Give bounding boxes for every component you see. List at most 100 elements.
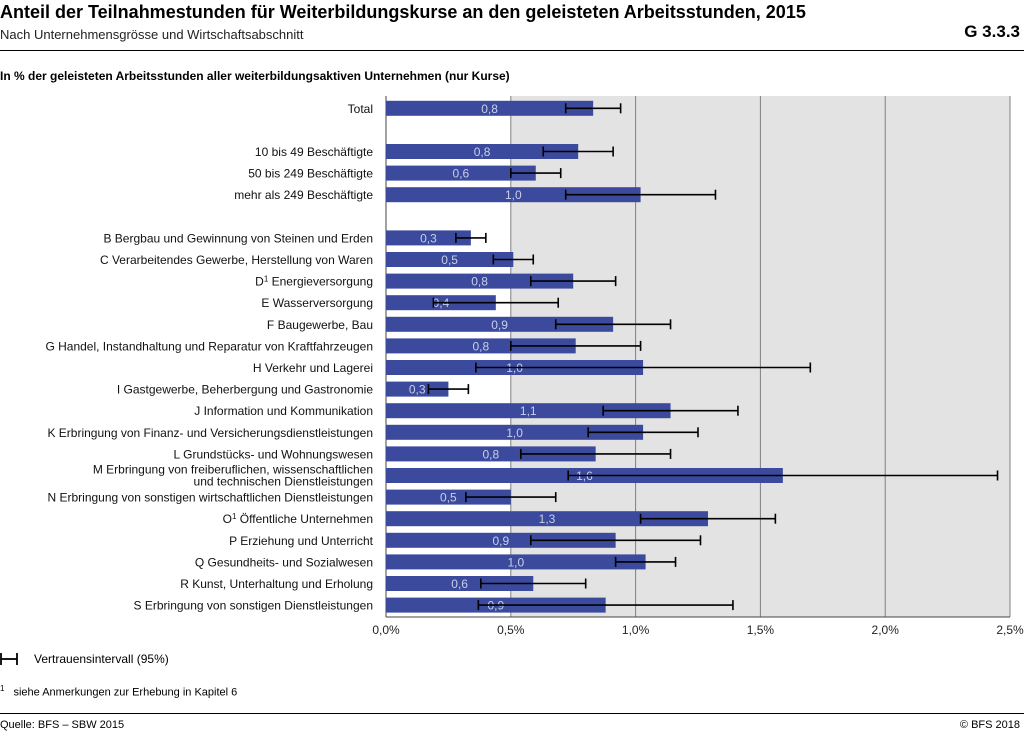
error-bar [509, 340, 642, 351]
footnote: 1 siehe Anmerkungen zur Erhebung in Kapit… [0, 684, 237, 699]
category-label: H Verkehr und Lagerei [253, 361, 373, 375]
bar [386, 424, 644, 440]
bar-value-label: 0,8 [474, 145, 491, 159]
error-bar [477, 600, 734, 611]
x-tick-label: 2,0% [872, 623, 900, 637]
plot-background-band [885, 96, 1010, 617]
footer-divider [0, 713, 1024, 714]
error-bar [519, 448, 672, 459]
error-bar [564, 189, 717, 200]
plot-background-band [510, 96, 636, 617]
category-label: J Information und Kommunikation [194, 404, 373, 418]
category-label: F Baugewerbe, Bau [267, 318, 373, 332]
bar [386, 446, 596, 462]
bar [386, 144, 579, 159]
bar [386, 187, 641, 203]
legend-label: Vertrauensintervall (95%) [34, 652, 169, 666]
bar [386, 403, 671, 419]
error-bar [567, 470, 999, 481]
error-bar [432, 297, 560, 308]
category-label: O1 Öffentliche Unternehmen [223, 512, 373, 526]
bar-value-label: 0,5 [441, 253, 458, 267]
bar-value-label: 0,6 [453, 167, 470, 181]
bar [386, 511, 708, 527]
bar-value-label: 1,1 [520, 404, 537, 418]
bar-value-label: 0,3 [420, 231, 437, 245]
bar-value-label: 0,9 [491, 318, 508, 332]
category-label: P Erziehung und Unterricht [229, 534, 374, 548]
header-divider [0, 50, 1024, 51]
x-tick-label: 1,5% [747, 623, 775, 637]
bar [386, 554, 646, 570]
bar-value-label: 0,9 [492, 534, 509, 548]
category-label: K Erbringung von Finanz- und Versicherun… [47, 426, 373, 440]
bar [386, 100, 594, 116]
error-bar [465, 492, 557, 503]
error-bar [455, 232, 487, 243]
category-label: E Wasserversorgung [261, 296, 373, 310]
bar [386, 532, 616, 548]
category-label: und technischen Dienstleistungen [194, 475, 373, 489]
error-bar [427, 384, 470, 395]
chart-subtitle: Nach Unternehmensgrösse und Wirtschaftsa… [0, 27, 304, 42]
bar-value-label: 0,8 [473, 339, 490, 353]
copyright: © BFS 2018 [959, 719, 1020, 731]
category-label: Q Gesundheits- und Sozialwesen [195, 555, 373, 569]
bar [386, 489, 511, 505]
bar-value-label: 0,8 [471, 275, 488, 289]
category-label: G Handel, Instandhaltung und Reparatur v… [45, 339, 373, 353]
confidence-interval-icon [0, 653, 18, 665]
error-bar [475, 362, 812, 373]
bar-value-label: 0,3 [409, 383, 426, 397]
category-label: I Gastgewerbe, Beherbergung und Gastrono… [117, 383, 373, 397]
x-tick-label: 1,0% [622, 623, 650, 637]
chart-code: G 3.3.3 [964, 22, 1020, 41]
bar-value-label: 0,8 [482, 447, 499, 461]
error-bar [587, 427, 699, 438]
source-note: Quelle: BFS – SBW 2015 [0, 719, 125, 731]
error-bar [509, 168, 562, 179]
x-tick-label: 0,0% [372, 623, 400, 637]
bar-value-label: 0,6 [451, 577, 468, 591]
plot-background-band [635, 96, 761, 617]
unit-note: In % der geleisteten Arbeitsstunden alle… [0, 69, 510, 83]
bar [386, 576, 534, 591]
error-bar [529, 535, 702, 546]
error-bar [529, 276, 617, 287]
category-label: R Kunst, Unterhaltung und Erholung [180, 577, 373, 591]
category-label: S Erbringung von sonstigen Dienstleistun… [134, 599, 373, 613]
category-label: N Erbringung von sonstigen wirtschaftlic… [47, 491, 373, 505]
x-tick-label: 0,5% [497, 623, 525, 637]
category-label: L Grundstücks- und Wohnungswesen [174, 447, 373, 461]
bar-value-label: 0,8 [481, 102, 498, 116]
category-label: Total [348, 102, 373, 116]
error-bar [542, 146, 614, 157]
error-bar [614, 556, 677, 567]
error-bar [602, 405, 739, 416]
category-label: B Bergbau und Gewinnung von Steinen und … [103, 231, 373, 245]
bar [386, 252, 514, 267]
error-bar [639, 513, 777, 524]
bar-value-label: 1,0 [505, 188, 522, 202]
bar-value-label: 1,0 [507, 555, 524, 569]
category-label: M Erbringung von freiberuflichen, wissen… [93, 463, 373, 477]
plot-background-band [760, 96, 886, 617]
category-label: D1 Energieversorgung [255, 275, 373, 289]
category-label: mehr als 249 Beschäftigte [234, 188, 373, 202]
bar [386, 273, 574, 289]
bar-value-label: 0,5 [440, 491, 457, 505]
plot-background-band [386, 96, 511, 617]
bar [386, 338, 576, 354]
bar-chart: 0,0% 0,5% 1,0% 1,5% 2,0% 2,5% Total 0,8 10 bis 4… [45, 96, 1024, 637]
error-bar [480, 578, 587, 589]
footnote-mark: 1 [0, 684, 5, 693]
error-bar [492, 254, 535, 265]
category-label: 50 bis 249 Beschäftigte [248, 167, 373, 181]
bar-value-label: 1,0 [506, 426, 523, 440]
footnote-text: siehe Anmerkungen zur Erhebung in Kapite… [13, 686, 238, 699]
category-label: 10 bis 49 Beschäftigte [255, 145, 373, 159]
bar-value-label: 1,3 [539, 512, 556, 526]
bar [386, 230, 471, 246]
bar [386, 381, 449, 397]
category-label: C Verarbeitendes Gewerbe, Herstellung vo… [100, 253, 373, 267]
